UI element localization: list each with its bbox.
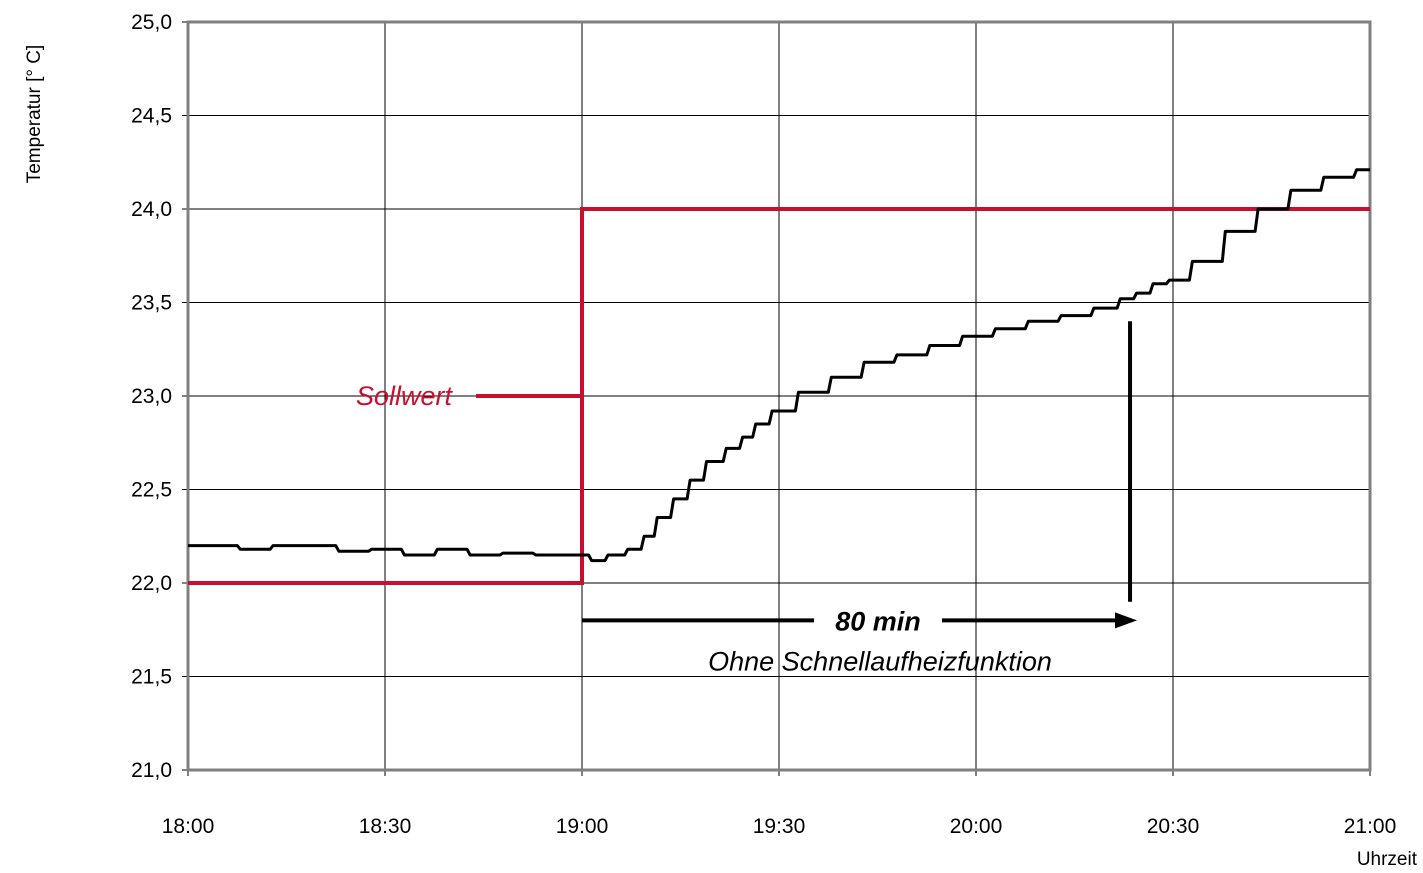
x-tick-label: 19:30 (753, 815, 806, 838)
tick-labels: 21,0 21,5 22,0 22,5 23,0 23,5 24,0 24,5 25,0 18:0… (131, 11, 1396, 838)
y-tick-label: 22,5 (131, 479, 172, 502)
series-temperature-line (188, 168, 1370, 563)
x-axis-title: Uhrzeit (1357, 849, 1418, 870)
sollwert-label: Sollwert (356, 381, 454, 411)
y-tick-label: 21,5 (131, 666, 172, 689)
annotations: Sollwert 80 min Ohne Schnellaufheizfunktio… (356, 321, 1138, 676)
plot-frame (186, 20, 1372, 772)
y-tick-label: 23,0 (131, 385, 172, 408)
note-label: Ohne Schnellaufheizfunktion (708, 646, 1052, 676)
x-tick-label: 20:00 (950, 815, 1003, 838)
x-tick-label: 21:00 (1344, 815, 1397, 838)
x-tick-label: 18:00 (162, 815, 215, 838)
y-tick-label: 22,0 (131, 572, 172, 595)
x-tick-label: 18:30 (359, 815, 412, 838)
y-tick-label: 24,0 (131, 198, 172, 221)
y-tick-label: 23,5 (131, 292, 172, 315)
y-axis-title: Temperatur [° C] (24, 45, 45, 184)
x-tick-label: 20:30 (1147, 815, 1200, 838)
y-tick-label: 21,0 (131, 759, 172, 782)
y-tick-label: 24,5 (131, 105, 172, 128)
y-tick-label: 25,0 (131, 11, 172, 34)
arrowhead (1115, 612, 1138, 629)
duration-label: 80 min (835, 606, 921, 636)
x-tick-label: 19:00 (556, 815, 609, 838)
